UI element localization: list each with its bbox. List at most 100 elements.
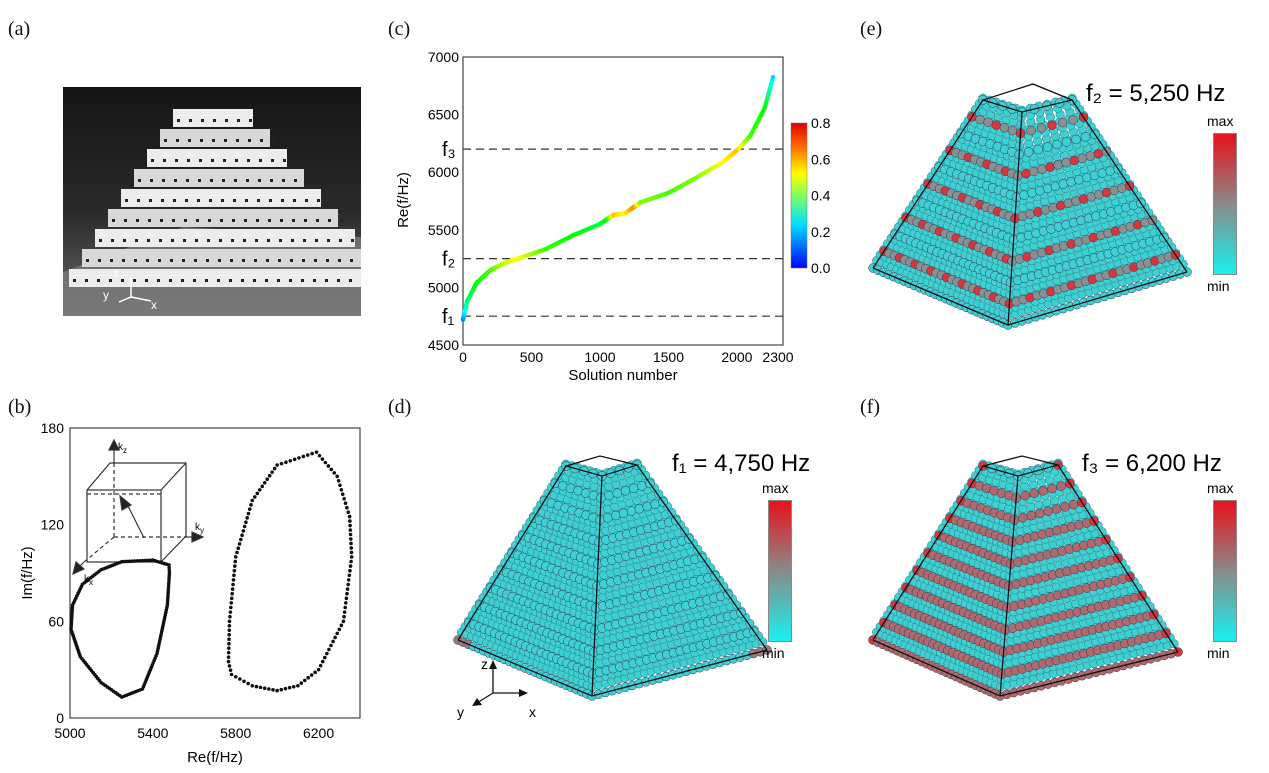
inset-ky-label: ky (195, 522, 204, 535)
base-edge (872, 267, 1188, 326)
data-point (346, 510, 351, 514)
x-tick-label: 5400 (137, 725, 168, 741)
x-tick-label: 6200 (303, 725, 334, 741)
data-point (119, 559, 124, 564)
data-point (345, 505, 349, 510)
panel-d-label: (d) (388, 396, 412, 418)
y-tick-label: 180 (41, 420, 65, 436)
reference-line-label: f₁ (442, 306, 455, 328)
step-hole (338, 259, 341, 262)
data-point (343, 601, 348, 605)
data-point (254, 684, 259, 689)
sphere (650, 499, 660, 509)
step-hole (149, 199, 152, 202)
y-tick-label: 5500 (428, 222, 459, 238)
data-point (320, 457, 325, 461)
step-hole (247, 159, 250, 162)
data-point (238, 677, 242, 681)
step-hole (211, 159, 214, 162)
sphere (1085, 151, 1096, 161)
data-point (292, 457, 297, 462)
edge (591, 475, 603, 697)
data-point (336, 479, 341, 483)
step-hole (255, 239, 258, 242)
sphere (1071, 134, 1081, 145)
data-point (272, 466, 277, 471)
sphere (1027, 188, 1037, 198)
step-hole (303, 239, 306, 242)
pyramid-step (160, 129, 270, 147)
data-point (317, 453, 322, 458)
data-point (346, 582, 350, 587)
data-point (230, 587, 235, 591)
step-hole (314, 259, 317, 262)
step-hole (290, 259, 293, 262)
photo-axis-x: x (151, 298, 157, 312)
inset-kz-label: kz (118, 442, 127, 455)
data-point (231, 578, 236, 582)
step-hole (218, 259, 221, 262)
data-point (284, 460, 288, 464)
data-point (236, 546, 241, 551)
step-hole (99, 239, 102, 242)
data-point (262, 480, 267, 485)
pyramid-step (108, 209, 338, 227)
step-hole (221, 199, 224, 202)
data-point (338, 483, 342, 488)
edge (872, 465, 984, 641)
data-point (127, 559, 132, 564)
step-hole (146, 259, 149, 262)
step-hole (253, 279, 256, 282)
data-point (335, 631, 340, 636)
step-hole (186, 179, 189, 182)
data-point (326, 464, 331, 468)
sphere (975, 114, 985, 125)
sphere (1053, 160, 1063, 170)
sphere (626, 506, 637, 516)
sphere (1036, 123, 1047, 133)
y-tick-label: 6000 (428, 164, 459, 180)
data-point (167, 568, 172, 573)
sphere (1018, 513, 1028, 523)
step-hole (208, 219, 211, 222)
step-hole (123, 239, 126, 242)
step-hole (280, 219, 283, 222)
data-point (230, 591, 234, 596)
data-point (287, 685, 292, 690)
data-point (227, 637, 231, 642)
step-hole (243, 239, 246, 242)
step-hole (350, 259, 353, 262)
panel-a-label: (a) (8, 18, 31, 40)
step-hole (302, 259, 305, 262)
sphere (604, 490, 614, 501)
step-hole (161, 199, 164, 202)
pyramid-outline (457, 455, 768, 697)
sphere (1029, 166, 1039, 177)
step-hole (277, 279, 280, 282)
step-hole (177, 119, 180, 122)
step-hole (124, 219, 127, 222)
reference-line-label: f₂ (442, 249, 455, 271)
data-point (339, 623, 344, 628)
step-hole (205, 279, 208, 282)
chart-b-frame (69, 427, 361, 719)
pyramid-step (173, 109, 253, 127)
step-hole (281, 199, 284, 202)
data-point (143, 558, 147, 563)
step-hole (162, 179, 165, 182)
step-hole (210, 179, 213, 182)
data-point (342, 614, 346, 619)
step-hole (234, 179, 237, 182)
step-hole (137, 199, 140, 202)
sphere (611, 510, 621, 521)
data-point (349, 550, 354, 555)
data-point (140, 558, 145, 563)
sphere (1056, 481, 1066, 491)
sphere (1007, 125, 1018, 136)
data-point (348, 537, 353, 541)
sphere (1047, 483, 1057, 494)
step-hole (257, 199, 260, 202)
data-point (145, 558, 150, 563)
sphere (1074, 174, 1084, 185)
data-point (349, 555, 354, 559)
